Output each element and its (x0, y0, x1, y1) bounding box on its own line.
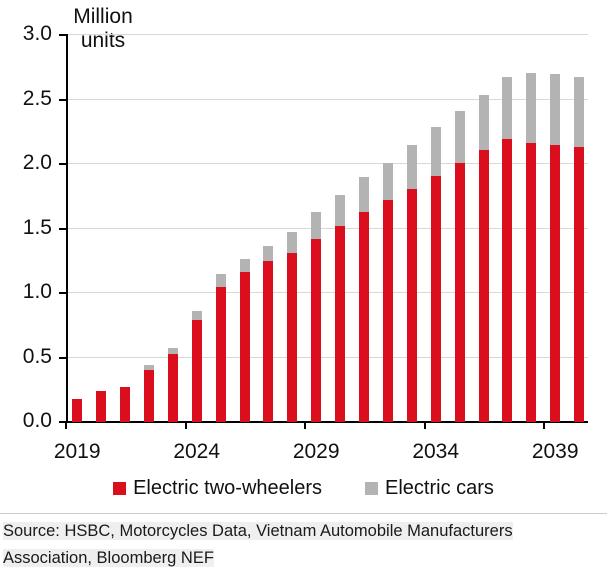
bar-two-wheelers-2033 (406, 189, 417, 422)
bar-two-wheelers-2040 (574, 147, 585, 422)
bar-two-wheelers-2039 (550, 145, 561, 422)
x-tick-label-2029: 2029 (292, 440, 340, 463)
bar-cars-2037 (502, 77, 513, 139)
gridline-0.5 (68, 356, 588, 358)
bar-two-wheelers-2021 (120, 387, 130, 422)
bar-two-wheelers-2020 (96, 391, 107, 422)
x-tick-2024 (184, 423, 187, 429)
y-tick-2.0 (59, 163, 68, 165)
x-tick-2034 (423, 423, 426, 429)
y-tick-0.5 (59, 356, 68, 359)
x-tick-label-2039: 2039 (531, 440, 579, 463)
bar-two-wheelers-2024 (191, 320, 202, 422)
legend-label: Electric two-wheelers (133, 477, 323, 499)
y-tick-0.0 (59, 421, 68, 423)
y-tick-label-3.0: 3.0 (22, 22, 52, 45)
bar-two-wheelers-2019 (72, 399, 83, 422)
gridline-1.0 (68, 292, 588, 293)
source-divider (0, 513, 607, 514)
gridline-1.5 (68, 227, 588, 229)
y-tick-label-2.5: 2.5 (22, 86, 52, 110)
y-tick-label-1.0: 1.0 (22, 280, 52, 303)
gridline-3.0 (68, 34, 588, 35)
y-tick-label-1.5: 1.5 (22, 215, 52, 239)
x-tick-2029 (304, 423, 307, 429)
legend-label: Electric cars (385, 477, 494, 499)
bar-two-wheelers-2025 (215, 287, 226, 422)
bar-cars-2033 (406, 145, 417, 189)
x-axis-line (66, 421, 588, 423)
bar-cars-2038 (526, 73, 537, 143)
y-tick-label-0.5: 0.5 (22, 344, 52, 368)
bar-two-wheelers-2038 (526, 143, 537, 422)
source-note: Source: HSBC, Motorcycles Data, Vietnam … (3, 518, 603, 572)
bar-two-wheelers-2031 (359, 212, 369, 422)
legend-swatch-icon (365, 482, 379, 495)
bar-cars-2036 (478, 95, 489, 150)
y-tick-label-2.0: 2.0 (22, 151, 52, 174)
bar-two-wheelers-2032 (382, 200, 393, 422)
bar-cars-2028 (287, 232, 298, 253)
gridline-2.0 (68, 163, 588, 164)
x-tick-2019 (65, 423, 68, 429)
legend: Electric two-wheelers Electric cars (0, 477, 607, 500)
bar-cars-2027 (263, 246, 274, 261)
bar-cars-2030 (335, 195, 346, 226)
bar-two-wheelers-2028 (287, 253, 298, 422)
y-tick-2.5 (59, 98, 68, 101)
x-tick-label-2034: 2034 (412, 440, 460, 463)
bar-two-wheelers-2036 (478, 150, 489, 422)
bar-cars-2032 (382, 163, 393, 200)
bar-two-wheelers-2027 (263, 261, 274, 422)
bar-cars-2035 (454, 111, 465, 163)
bar-cars-2022 (143, 365, 154, 370)
bar-cars-2039 (550, 74, 561, 145)
x-tick-label-2019: 2019 (53, 440, 101, 463)
y-tick-1.5 (59, 227, 68, 230)
bar-two-wheelers-2034 (430, 176, 441, 422)
bar-two-wheelers-2022 (143, 370, 154, 422)
bar-two-wheelers-2030 (335, 226, 346, 422)
x-tick-label-2024: 2024 (173, 440, 221, 463)
bar-cars-2025 (215, 274, 226, 287)
bar-cars-2024 (191, 311, 202, 320)
legend-item-two-wheelers: Electric two-wheelers (113, 477, 322, 500)
y-tick-3.0 (59, 34, 68, 36)
source-text: Source: HSBC, Motorcycles Data, Vietnam … (3, 522, 513, 567)
bar-cars-2034 (430, 127, 441, 176)
bar-cars-2040 (574, 77, 585, 147)
legend-item-cars: Electric cars (365, 477, 494, 500)
bar-two-wheelers-2029 (311, 239, 322, 422)
bar-two-wheelers-2023 (167, 354, 178, 422)
gridline-2.5 (68, 98, 588, 100)
bar-two-wheelers-2026 (239, 272, 250, 422)
x-tick-2039 (543, 423, 546, 429)
y-tick-label-0.0: 0.0 (22, 409, 52, 432)
bar-two-wheelers-2037 (502, 139, 513, 422)
bar-cars-2029 (311, 212, 322, 239)
bar-cars-2026 (239, 259, 250, 272)
bar-two-wheelers-2035 (454, 163, 465, 422)
y-tick-1.0 (59, 292, 68, 294)
bar-cars-2031 (359, 177, 369, 212)
bar-cars-2023 (167, 348, 178, 354)
legend-swatch-icon (113, 482, 127, 495)
